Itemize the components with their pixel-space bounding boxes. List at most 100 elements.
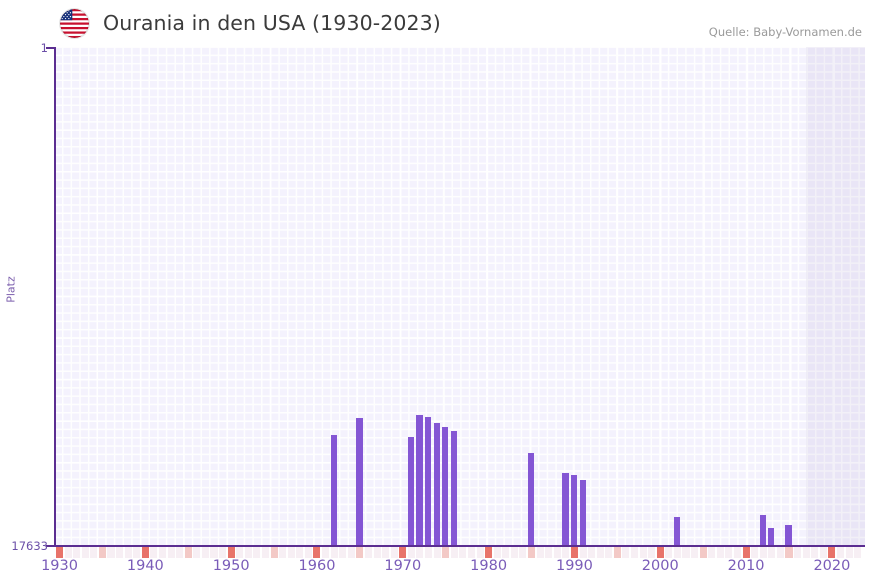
page-title: Ourania in den USA (1930-2023) (103, 11, 441, 35)
x-axis-tick-major (828, 547, 836, 558)
bar (416, 415, 423, 546)
x-axis-tick-minor (725, 547, 733, 558)
x-axis-tick-label: 2020 (813, 558, 851, 574)
x-axis-tick-minor (322, 547, 330, 558)
x-axis-tick-label: 1990 (555, 558, 593, 574)
x-axis-tick-minor (158, 547, 166, 558)
x-axis-tick-minor (201, 547, 209, 558)
x-axis-tick-label: 1960 (298, 558, 336, 574)
x-axis-tick-minor (253, 547, 261, 558)
source-label: Quelle: Baby-Vornamen.de (708, 25, 862, 39)
x-axis-tick-minor (639, 547, 647, 558)
x-axis-tick-minor (682, 547, 690, 558)
x-axis-tick-minor (296, 547, 304, 558)
x-axis-tick-major (56, 547, 64, 558)
x-axis-tick-minor (605, 547, 613, 558)
x-axis-tick-minor (261, 547, 269, 558)
x-axis-tick-minor (716, 547, 724, 558)
x-axis-tick-major (742, 547, 750, 558)
x-axis-tick-minor (364, 547, 372, 558)
y-axis-label-top: 1 (40, 41, 48, 55)
x-axis-tick-minor (90, 547, 98, 558)
bar (442, 427, 449, 546)
x-axis-tick-minor (502, 547, 510, 558)
x-axis-tick-minor (622, 547, 630, 558)
x-axis-tick-label: 1940 (126, 558, 164, 574)
bar (562, 473, 569, 546)
bar (759, 515, 766, 546)
x-axis-tick-label: 1930 (41, 558, 78, 574)
x-axis-tick-minor (845, 547, 853, 558)
x-axis-tick-minor (699, 547, 707, 558)
x-axis-tick-minor (425, 547, 433, 558)
x-axis-tick-minor (562, 547, 570, 558)
x-axis-tick-minor (279, 547, 287, 558)
x-axis-tick-minor (665, 547, 673, 558)
x-axis-tick-minor (176, 547, 184, 558)
bar (768, 528, 775, 546)
y-axis-tick-top (46, 47, 54, 49)
x-axis-tick-minor (553, 547, 561, 558)
x-axis-tick-minor (193, 547, 201, 558)
y-axis-tick-bottom (46, 545, 54, 547)
x-axis-tick-minor (133, 547, 141, 558)
x-axis-tick-minor (167, 547, 175, 558)
bar (570, 475, 578, 546)
x-axis-tick-minor (648, 547, 656, 558)
x-axis-tick-minor (373, 547, 381, 558)
x-axis-tick-minor (330, 547, 338, 558)
x-axis-tick-minor (691, 547, 699, 558)
x-axis-tick-minor (287, 547, 295, 558)
x-axis-tick-minor (382, 547, 390, 558)
bar (528, 453, 535, 546)
x-axis-tick-minor (390, 547, 398, 558)
x-axis-tick-label: 2010 (727, 558, 765, 574)
x-axis-tick-minor (270, 547, 278, 558)
x-axis-tick-minor (673, 547, 681, 558)
x-axis-tick-major (141, 547, 149, 558)
x-axis-tick-minor (73, 547, 81, 558)
x-axis-tick-minor (304, 547, 312, 558)
x-axis-tick-minor (545, 547, 553, 558)
x-axis-tick-minor (802, 547, 810, 558)
bar (450, 431, 457, 546)
x-axis-tick-minor (794, 547, 802, 558)
x-axis-tick-minor (493, 547, 501, 558)
x-axis-tick-minor (768, 547, 776, 558)
bar (433, 423, 440, 546)
x-axis-tick-minor (407, 547, 415, 558)
bar-series (54, 47, 865, 546)
x-axis-tick-minor (708, 547, 716, 558)
x-axis-tick-major (656, 547, 664, 558)
x-axis-tick-minor (459, 547, 467, 558)
grid-major (54, 47, 865, 546)
x-axis-tick-minor (347, 547, 355, 558)
y-axis-title: Platz (4, 276, 18, 303)
x-axis-tick-minor (510, 547, 518, 558)
x-axis-tick-minor (219, 547, 227, 558)
bar (579, 480, 586, 546)
x-axis-tick-minor (613, 547, 621, 558)
x-axis-tick-major (313, 547, 321, 558)
x-axis-tick-minor (184, 547, 192, 558)
x-axis-tick-minor (433, 547, 441, 558)
plot-area (54, 47, 865, 546)
x-axis-tick-label: 1970 (384, 558, 422, 574)
x-axis-tick-major (399, 547, 407, 558)
x-axis-tick-minor (81, 547, 89, 558)
x-axis-tick-minor (528, 547, 536, 558)
bar (425, 417, 432, 546)
bar (407, 437, 415, 546)
x-axis-tick-minor (442, 547, 450, 558)
x-axis-tick-minor (210, 547, 218, 558)
x-axis-tick-major (227, 547, 235, 558)
x-axis-tick-minor (236, 547, 244, 558)
x-axis-tick-minor (630, 547, 639, 558)
y-axis-label-bottom: 17633 (11, 539, 48, 553)
x-axis-line (54, 545, 865, 547)
x-axis-tick-label: 1980 (470, 558, 508, 574)
x-axis-tick-minor (759, 547, 767, 558)
x-axis-ticks (54, 547, 865, 558)
x-axis-tick-minor (416, 547, 424, 558)
y-axis-line (54, 47, 56, 547)
